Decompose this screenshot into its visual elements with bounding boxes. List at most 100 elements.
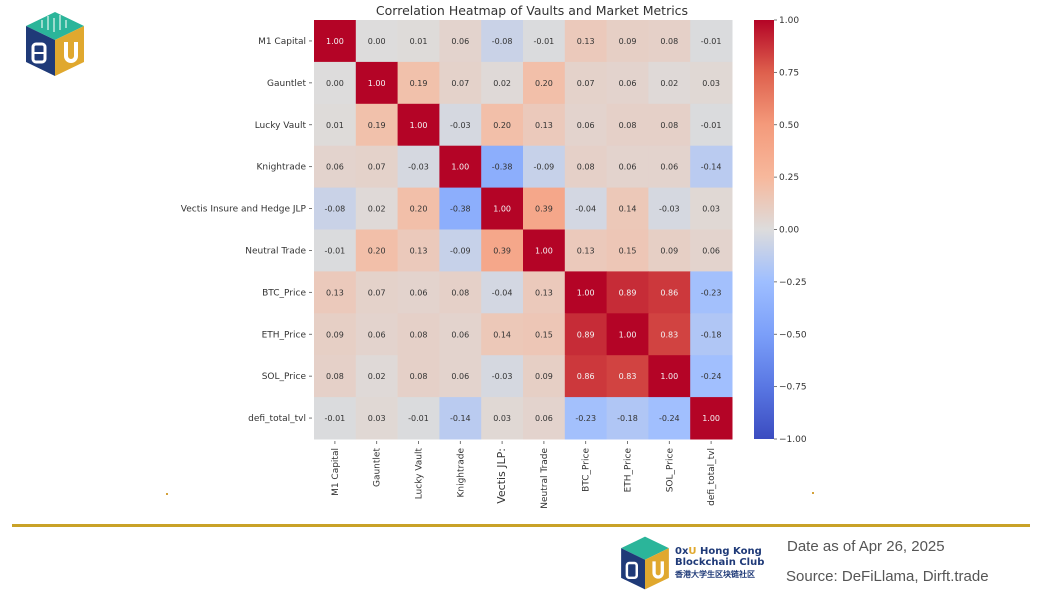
- heatmap-cell: [523, 61, 566, 105]
- cell-value-label: 0.09: [535, 372, 553, 381]
- heatmap-cell: [314, 229, 357, 272]
- cell-value-label: -0.03: [450, 121, 471, 130]
- cell-value-label: 0.03: [702, 79, 720, 88]
- heatmap-cell: [690, 187, 733, 230]
- cell-value-label: 0.06: [619, 79, 637, 88]
- heatmap-cell: [690, 103, 733, 147]
- colorbar-tick-label: −0.75: [779, 383, 807, 393]
- heatmap-cell: [648, 20, 691, 63]
- club-logo-icon: [26, 12, 84, 76]
- date-note: Date as of Apr 26, 2025: [787, 538, 945, 555]
- cell-value-label: 0.06: [326, 163, 344, 172]
- club-name-line1: Hong Kong: [696, 546, 762, 557]
- heatmap-cell: [481, 271, 524, 314]
- cell-value-label: 0.39: [493, 246, 511, 255]
- cell-value-label: 0.06: [368, 330, 386, 339]
- cell-value-label: 0.13: [535, 121, 553, 130]
- cell-value-label: 1.00: [326, 37, 344, 46]
- cell-value-label: 0.83: [660, 330, 678, 339]
- cell-value-label: 0.06: [619, 163, 637, 172]
- heatmap-cell: [397, 145, 440, 189]
- heatmap-cell: [355, 229, 399, 272]
- cell-value-label: 0.20: [493, 121, 511, 130]
- cell-value-label: 0.39: [535, 205, 553, 214]
- heatmap-cell: [564, 271, 608, 314]
- colorbar-tick-label: 0.00: [779, 226, 799, 236]
- heatmap-cell: [397, 397, 440, 440]
- cell-value-label: -0.18: [617, 414, 638, 423]
- cell-value-label: 0.03: [493, 414, 511, 423]
- col-label: ETH_Price: [624, 448, 634, 493]
- heatmap-cell: [481, 355, 524, 398]
- cell-value-label: 0.03: [368, 414, 386, 423]
- cell-value-label: -0.03: [659, 205, 680, 214]
- club-name-chinese: 香港大学生区块链社区: [675, 570, 755, 579]
- heatmap-cell: [564, 20, 608, 63]
- heatmap-cell: [439, 103, 482, 147]
- col-label: M1 Capital: [331, 448, 341, 496]
- cell-value-label: 0.06: [577, 121, 595, 130]
- cell-value-label: -0.14: [701, 163, 722, 172]
- cell-value-label: 0.00: [326, 79, 344, 88]
- cell-value-label: 0.89: [577, 330, 595, 339]
- heatmap-cell: [690, 229, 733, 272]
- heatmap-cell: [523, 103, 566, 147]
- correlation-heatmap-chart: Correlation Heatmap of Vaults and Market…: [181, 3, 807, 509]
- row-label: defi_total_tvl: [248, 414, 306, 424]
- cell-value-label: 0.86: [660, 288, 678, 297]
- heatmap-cell: [314, 145, 357, 189]
- heatmap-cell: [648, 145, 691, 189]
- col-label: SOL_Price: [665, 448, 675, 493]
- heatmap-cell: [564, 355, 608, 398]
- heatmap-cell: [397, 229, 440, 272]
- cell-value-label: 0.07: [368, 288, 386, 297]
- heatmap-cell: [355, 61, 399, 105]
- row-label: Vectis Insure and Hedge JLP: [181, 205, 307, 215]
- cell-value-label: 0.08: [326, 372, 344, 381]
- heatmap-cell: [648, 271, 691, 314]
- cell-value-label: 0.02: [660, 79, 678, 88]
- cell-value-label: 0.19: [410, 79, 428, 88]
- heatmap-cell: [314, 187, 357, 230]
- cell-value-label: 0.13: [410, 246, 428, 255]
- cell-value-label: 1.00: [493, 205, 511, 214]
- heatmap-cell: [690, 355, 733, 398]
- cell-value-label: 0.08: [660, 121, 678, 130]
- col-label: Knightrade: [456, 448, 466, 498]
- heatmap-cell: [314, 103, 357, 147]
- colorbar: [754, 20, 774, 439]
- heatmap-cell: [439, 61, 482, 105]
- cell-value-label: 0.08: [410, 372, 428, 381]
- club-name-line2: Blockchain Club: [675, 557, 765, 568]
- heatmap-cell: [648, 103, 691, 147]
- colorbar-tick-label: 0.75: [779, 68, 799, 78]
- cell-value-label: 1.00: [577, 288, 595, 297]
- cell-value-label: -0.18: [701, 330, 722, 339]
- heatmap-cell: [397, 313, 440, 356]
- heatmap-cell: [606, 20, 649, 63]
- source-note: Source: DeFiLlama, Dirft.trade: [786, 568, 989, 585]
- cell-value-label: 1.00: [702, 414, 720, 423]
- cell-value-label: 0.09: [619, 37, 637, 46]
- cell-value-label: 0.14: [493, 330, 511, 339]
- heatmap-cell: [523, 20, 566, 63]
- cell-value-label: 0.83: [619, 372, 637, 381]
- heatmap-cell: [564, 187, 608, 230]
- cell-value-label: -0.23: [701, 288, 722, 297]
- heatmap-cell: [355, 187, 399, 230]
- cell-value-label: 0.19: [368, 121, 386, 130]
- cell-value-label: 0.15: [619, 246, 637, 255]
- col-label: BTC_Price: [582, 448, 592, 492]
- heatmap-cell: [564, 61, 608, 105]
- heatmap-cell: [314, 313, 357, 356]
- cell-value-label: 0.06: [410, 288, 428, 297]
- heatmap-cell: [314, 20, 357, 63]
- heatmap-cell: [481, 313, 524, 356]
- cell-value-label: -0.03: [492, 372, 513, 381]
- cell-value-label: -0.01: [534, 37, 555, 46]
- heatmap-cell: [314, 61, 357, 105]
- heatmap-cell: [564, 145, 608, 189]
- heatmap-cell: [606, 271, 649, 314]
- cell-value-label: 0.02: [368, 205, 386, 214]
- heatmap-cell: [606, 313, 649, 356]
